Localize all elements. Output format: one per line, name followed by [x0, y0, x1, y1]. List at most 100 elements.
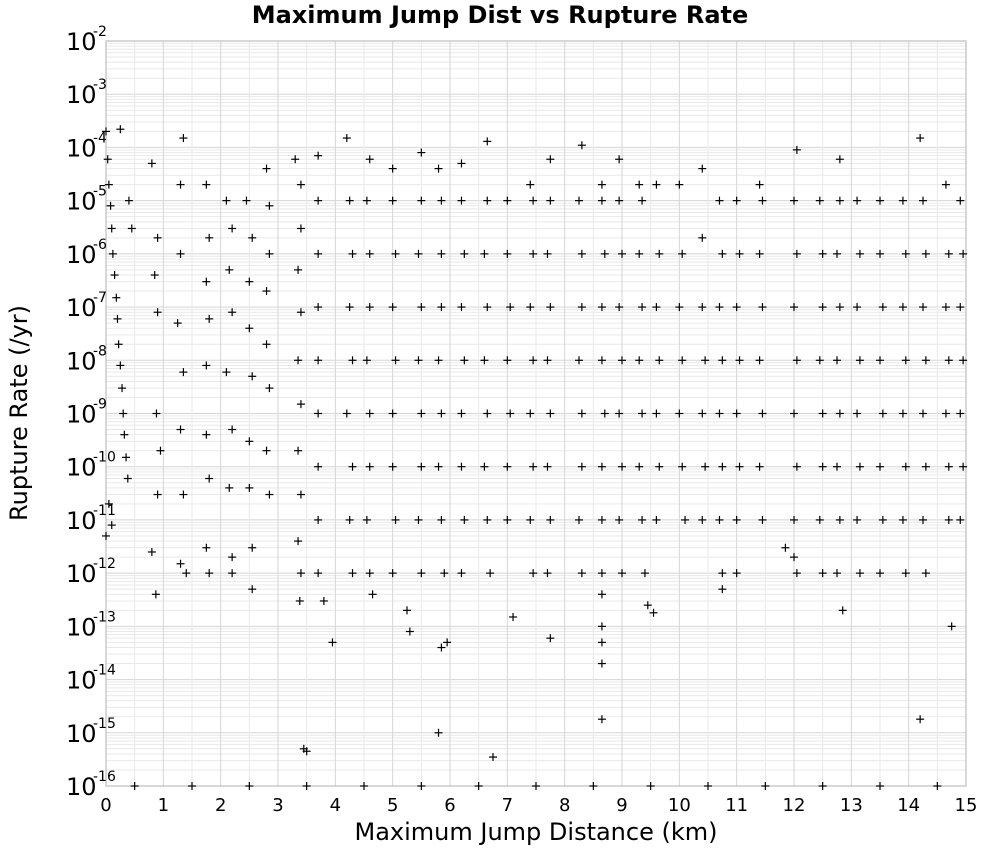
data-point	[460, 356, 469, 365]
data-point	[179, 134, 188, 143]
y-tick-label: 10-10	[66, 450, 116, 482]
data-point	[600, 409, 609, 418]
data-point	[296, 569, 305, 578]
data-point	[635, 356, 644, 365]
data-point	[597, 462, 606, 471]
data-point	[302, 747, 311, 756]
data-point	[956, 515, 965, 524]
data-point	[228, 569, 237, 578]
data-point	[678, 462, 687, 471]
data-point	[543, 249, 552, 258]
data-point	[615, 303, 624, 312]
data-point	[156, 446, 165, 455]
data-point	[365, 249, 374, 258]
data-point	[898, 196, 907, 205]
y-axis-label: Rupture Rate (/yr)	[5, 305, 33, 521]
data-point	[732, 515, 741, 524]
data-point	[123, 474, 132, 483]
svg-text:10: 10	[66, 773, 97, 801]
data-point	[735, 249, 744, 258]
x-tick-label: 10	[668, 795, 691, 816]
svg-text:-12: -12	[93, 556, 116, 572]
svg-text:10: 10	[66, 454, 97, 482]
data-point	[901, 249, 910, 258]
data-point	[597, 569, 606, 578]
y-tick-label: 10-3	[66, 77, 107, 109]
svg-text:-15: -15	[93, 716, 116, 732]
data-point	[314, 249, 323, 258]
data-point	[916, 715, 925, 724]
data-point	[403, 606, 411, 615]
data-point	[365, 462, 374, 471]
data-point	[437, 409, 446, 418]
data-point	[615, 196, 624, 205]
data-point	[526, 180, 535, 189]
data-point	[698, 515, 707, 524]
data-point	[790, 409, 798, 418]
data-point	[345, 515, 354, 524]
data-point	[790, 515, 798, 524]
data-point	[503, 462, 512, 471]
data-point	[526, 515, 535, 524]
data-point	[589, 782, 598, 790]
data-point	[919, 303, 927, 312]
data-point	[833, 569, 841, 578]
data-point	[388, 409, 397, 418]
y-tick-label: 10-14	[66, 663, 116, 695]
data-point	[110, 271, 119, 280]
data-point	[815, 196, 824, 205]
data-point	[365, 155, 374, 164]
data-point	[898, 515, 907, 524]
data-point	[457, 462, 466, 471]
y-tick-label: 10-16	[66, 769, 116, 801]
data-point	[152, 409, 161, 418]
data-point	[876, 196, 884, 205]
data-point	[838, 606, 847, 615]
data-point	[228, 308, 237, 317]
data-point	[947, 622, 956, 631]
data-point	[698, 164, 707, 173]
x-tick-label: 4	[330, 795, 341, 816]
data-point	[437, 643, 446, 652]
x-tick-label: 14	[897, 795, 920, 816]
svg-text:-16: -16	[93, 769, 116, 785]
data-point	[655, 356, 664, 365]
data-point	[635, 249, 644, 258]
data-point	[457, 303, 466, 312]
data-point	[835, 155, 844, 164]
svg-text:10: 10	[66, 134, 97, 162]
data-point	[102, 531, 110, 540]
data-point	[130, 782, 139, 790]
data-point	[345, 303, 354, 312]
data-point	[388, 569, 397, 578]
data-point	[388, 164, 397, 173]
data-point	[417, 196, 426, 205]
data-point	[597, 659, 606, 668]
data-point	[365, 409, 374, 418]
data-point	[294, 265, 303, 274]
data-point	[732, 569, 741, 578]
data-point	[147, 159, 156, 168]
x-axis-label: Maximum Jump Distance (km)	[355, 818, 718, 846]
svg-text:10: 10	[66, 188, 97, 216]
data-point	[480, 462, 489, 471]
data-point	[835, 515, 844, 524]
data-point	[417, 462, 426, 471]
y-tick-label: 10-2	[66, 24, 107, 56]
data-point	[921, 569, 930, 578]
data-point	[265, 490, 274, 499]
data-point	[314, 303, 323, 312]
data-point	[919, 515, 927, 524]
svg-text:-2: -2	[93, 24, 107, 40]
data-point	[417, 782, 426, 790]
y-tick-label: 10-9	[66, 397, 107, 429]
data-point	[678, 356, 687, 365]
data-point	[116, 361, 125, 370]
data-point	[503, 515, 512, 524]
data-point	[543, 462, 552, 471]
data-point	[483, 137, 492, 146]
data-point	[956, 196, 965, 205]
svg-text:10: 10	[66, 613, 97, 641]
data-point	[486, 569, 495, 578]
data-point	[597, 196, 606, 205]
